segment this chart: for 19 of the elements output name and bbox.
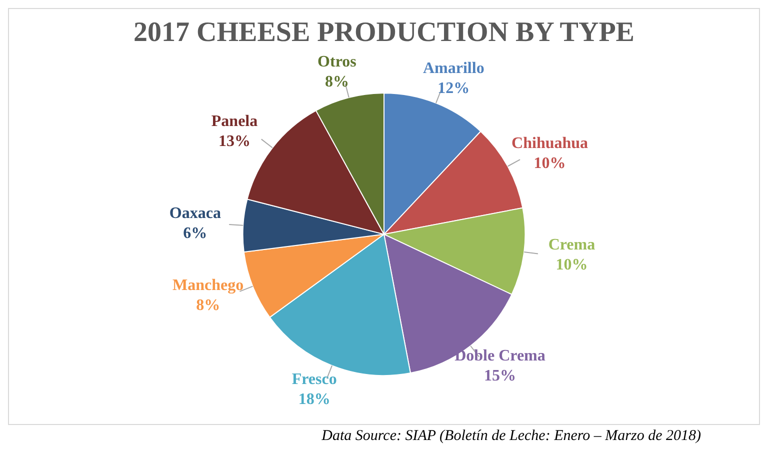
data-label: 18% xyxy=(298,390,330,408)
data-label: 6% xyxy=(183,224,208,242)
slice-label: Fresco xyxy=(292,370,337,388)
chart-title: 2017 CHEESE PRODUCTION BY TYPE xyxy=(134,17,634,48)
data-label: 8% xyxy=(324,73,349,90)
data-label: 8% xyxy=(196,296,220,314)
slice-label: Crema xyxy=(548,236,596,254)
data-label: 13% xyxy=(218,132,251,150)
slice-label: Oaxaca xyxy=(169,204,221,222)
data-label: 10% xyxy=(534,154,566,172)
data-label: 15% xyxy=(484,368,516,385)
slice-label: Panela xyxy=(211,112,258,130)
data-label: 12% xyxy=(438,80,470,97)
slice-label: Amarillo xyxy=(422,60,484,77)
slice-label: Chihuahua xyxy=(512,134,588,152)
slice-label: Otros xyxy=(318,53,356,70)
source-note: Data Source: SIAP (Boletín de Leche: Enero – Marzo de 2018) xyxy=(322,428,701,445)
slice-label: Manchego xyxy=(172,276,244,294)
data-label: 10% xyxy=(556,256,588,274)
